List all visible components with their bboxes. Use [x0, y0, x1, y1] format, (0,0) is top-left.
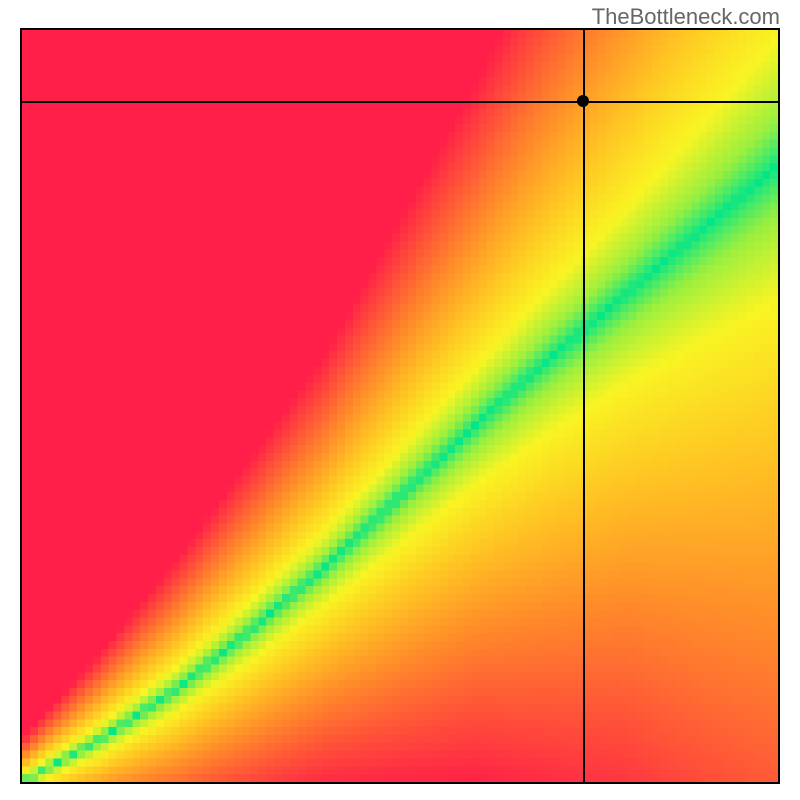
chart-container: TheBottleneck.com [0, 0, 800, 800]
heatmap-canvas [22, 30, 778, 782]
crosshair-intersection-dot [577, 95, 589, 107]
plot-area [20, 28, 780, 784]
crosshair-horizontal-line [22, 101, 778, 103]
watermark-text: TheBottleneck.com [592, 4, 780, 30]
crosshair-vertical-line [583, 30, 585, 782]
